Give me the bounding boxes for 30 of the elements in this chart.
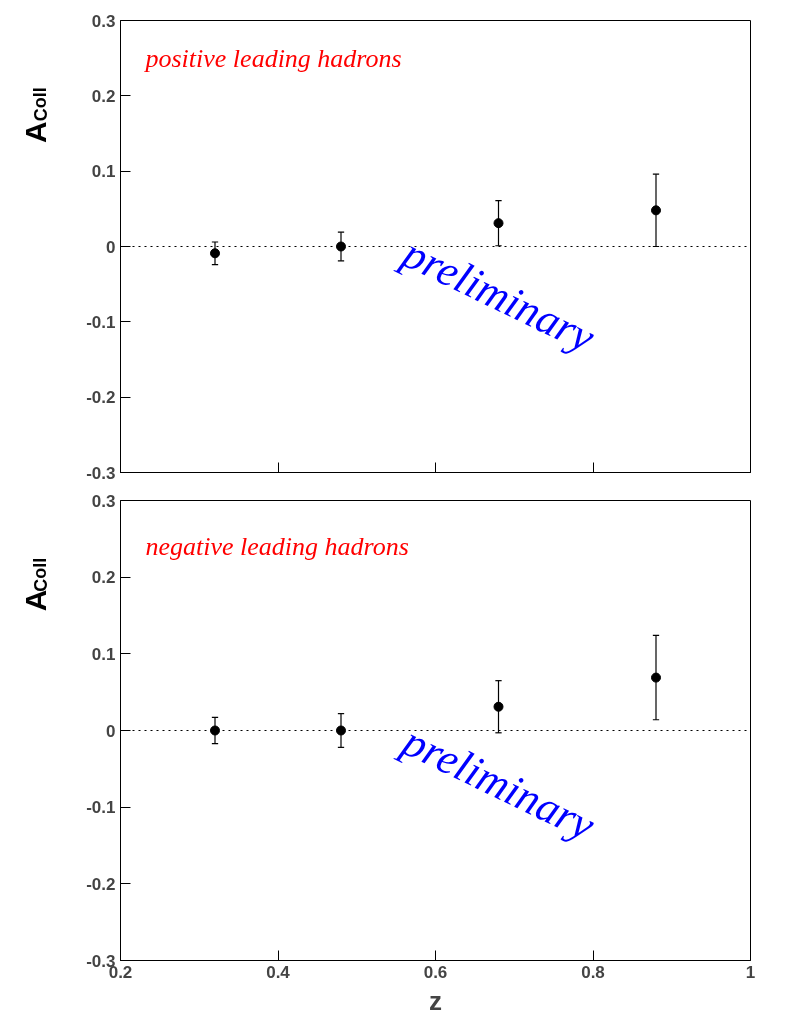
point — [493, 701, 504, 712]
y-axis-title: AColl — [19, 557, 52, 612]
y-tick-label: -0.2 — [86, 874, 116, 894]
annotation: negative leading hadrons — [145, 531, 409, 561]
y-tick-label: 0 — [106, 721, 116, 741]
point — [210, 725, 220, 736]
x-tick-label: 0.6 — [423, 962, 448, 982]
y-tick-label: 0 — [106, 237, 116, 257]
y-tick-label: 0.3 — [91, 11, 116, 31]
y-tick-label: -0.1 — [86, 312, 116, 332]
y-tick-label: 0.2 — [91, 86, 116, 106]
point — [336, 241, 346, 252]
point — [493, 218, 504, 229]
point — [651, 672, 661, 683]
y-tick-label: 0.1 — [91, 644, 116, 664]
y-tick-label: 0.1 — [91, 162, 116, 182]
x-tick-label: 1 — [745, 962, 756, 982]
point — [210, 248, 220, 259]
annotation: positive leading hadrons — [143, 43, 402, 73]
y-axis-title: AColl — [19, 87, 52, 143]
y-tick-label: -0.3 — [86, 463, 116, 483]
y-tick-label: 0.3 — [91, 491, 116, 511]
y-tick-label: -0.1 — [86, 798, 116, 818]
x-tick-label: 0.4 — [266, 962, 291, 982]
x-tick-label: 0.8 — [581, 962, 605, 982]
point — [336, 725, 346, 736]
y-tick-label: -0.2 — [86, 388, 116, 408]
x-axis-title: z — [429, 985, 442, 1016]
point — [651, 205, 661, 216]
y-tick-label: 0.2 — [91, 568, 116, 588]
